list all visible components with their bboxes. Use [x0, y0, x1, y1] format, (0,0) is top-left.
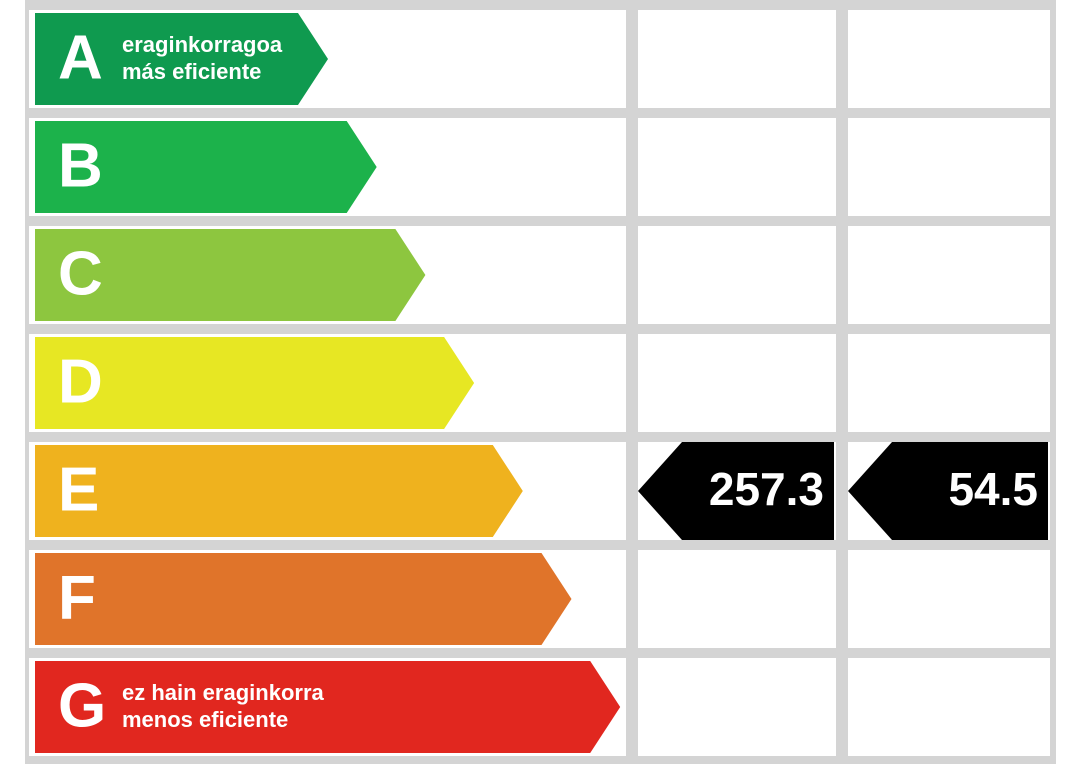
cell — [638, 10, 836, 108]
rating-arrow — [35, 121, 377, 213]
value-arrow — [848, 442, 1048, 540]
cell — [848, 10, 1050, 108]
rating-label: más eficiente — [122, 59, 261, 84]
rating-arrow — [35, 553, 572, 645]
rating-letter: C — [58, 239, 103, 308]
rating-arrow — [35, 337, 475, 429]
cell — [848, 226, 1050, 324]
rating-letter: G — [58, 671, 106, 740]
cell — [848, 334, 1050, 432]
cell — [638, 334, 836, 432]
value-arrow — [638, 442, 834, 540]
cell — [638, 658, 836, 756]
value-text: 54.5 — [948, 463, 1038, 515]
rating-letter: B — [58, 131, 103, 200]
cell — [848, 550, 1050, 648]
rating-letter: A — [58, 23, 103, 92]
cell — [848, 118, 1050, 216]
rating-label: eraginkorragoa — [122, 32, 283, 57]
cell — [638, 550, 836, 648]
rating-arrow — [35, 229, 426, 321]
cell — [638, 226, 836, 324]
rating-arrow — [35, 13, 328, 105]
rating-arrow — [35, 661, 621, 753]
cell — [638, 118, 836, 216]
rating-label: ez hain eraginkorra — [122, 680, 325, 705]
rating-letter: F — [58, 563, 96, 632]
rating-letter: E — [58, 455, 99, 524]
rating-label: menos eficiente — [122, 707, 288, 732]
rating-letter: D — [58, 347, 103, 416]
value-text: 257.3 — [709, 463, 824, 515]
rating-arrow — [35, 445, 523, 537]
cell — [848, 658, 1050, 756]
